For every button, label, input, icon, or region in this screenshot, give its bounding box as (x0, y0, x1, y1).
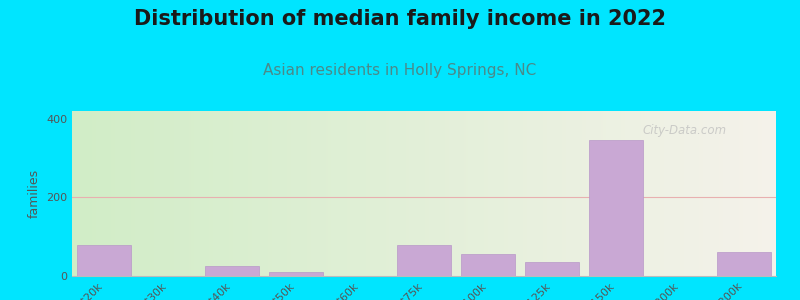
Bar (397, 244, 451, 276)
Y-axis label: families: families (27, 169, 41, 218)
Bar (461, 254, 515, 276)
Text: Asian residents in Holly Springs, NC: Asian residents in Holly Springs, NC (263, 63, 537, 78)
Bar (717, 252, 771, 276)
Bar (589, 140, 643, 276)
Bar (269, 272, 323, 276)
Bar (525, 262, 579, 276)
Text: Distribution of median family income in 2022: Distribution of median family income in … (134, 9, 666, 29)
Text: City-Data.com: City-Data.com (642, 124, 726, 137)
Bar (205, 266, 259, 276)
Bar (77, 244, 131, 276)
